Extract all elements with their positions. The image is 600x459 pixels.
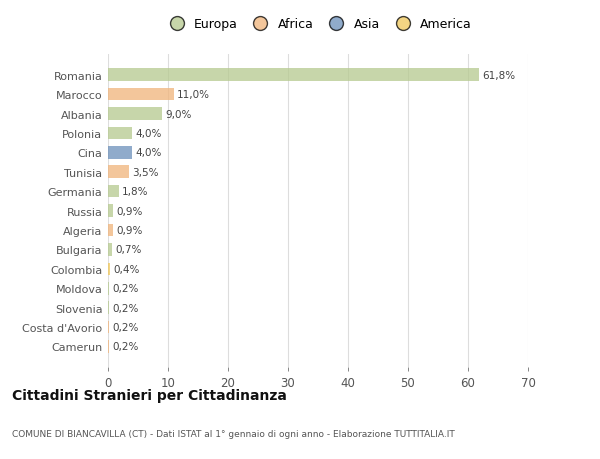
Text: 0,7%: 0,7% xyxy=(115,245,142,255)
Text: 0,4%: 0,4% xyxy=(113,264,140,274)
Bar xyxy=(108,263,110,275)
Bar xyxy=(108,147,132,159)
Text: 0,9%: 0,9% xyxy=(116,206,143,216)
Text: 0,2%: 0,2% xyxy=(112,303,139,313)
Text: 0,9%: 0,9% xyxy=(116,225,143,235)
Bar xyxy=(108,205,113,218)
Text: COMUNE DI BIANCAVILLA (CT) - Dati ISTAT al 1° gennaio di ogni anno - Elaborazion: COMUNE DI BIANCAVILLA (CT) - Dati ISTAT … xyxy=(12,429,455,438)
Bar xyxy=(108,321,109,334)
Legend: Europa, Africa, Asia, America: Europa, Africa, Asia, America xyxy=(159,13,477,36)
Bar xyxy=(108,166,129,179)
Text: Cittadini Stranieri per Cittadinanza: Cittadini Stranieri per Cittadinanza xyxy=(12,388,287,403)
Bar xyxy=(108,224,113,237)
Bar xyxy=(108,89,174,101)
Text: 1,8%: 1,8% xyxy=(122,187,148,197)
Text: 9,0%: 9,0% xyxy=(165,109,191,119)
Text: 0,2%: 0,2% xyxy=(112,322,139,332)
Bar xyxy=(108,69,479,82)
Text: 11,0%: 11,0% xyxy=(177,90,210,100)
Bar xyxy=(108,341,109,353)
Bar xyxy=(108,127,132,140)
Text: 61,8%: 61,8% xyxy=(482,71,515,80)
Bar xyxy=(108,302,109,314)
Text: 4,0%: 4,0% xyxy=(135,129,161,139)
Bar xyxy=(108,185,119,198)
Text: 3,5%: 3,5% xyxy=(132,168,158,177)
Bar xyxy=(108,282,109,295)
Text: 0,2%: 0,2% xyxy=(112,284,139,294)
Bar xyxy=(108,108,162,121)
Text: 0,2%: 0,2% xyxy=(112,342,139,352)
Text: 4,0%: 4,0% xyxy=(135,148,161,158)
Bar xyxy=(108,244,112,256)
